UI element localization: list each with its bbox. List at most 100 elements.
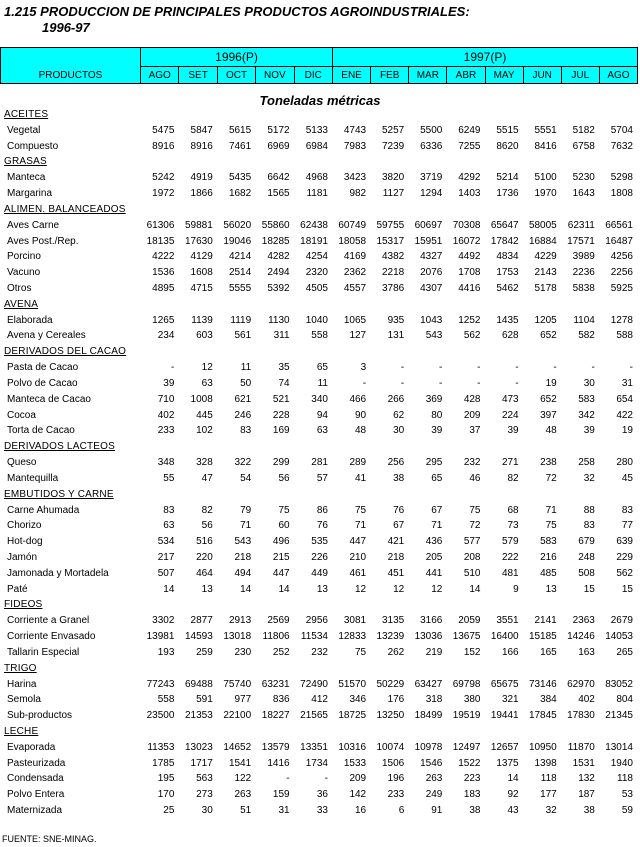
cell: 83 bbox=[163, 504, 175, 516]
cell: 226 bbox=[311, 551, 328, 563]
row-label: Queso bbox=[7, 457, 37, 469]
cell: 60 bbox=[278, 520, 290, 532]
cell: 55 bbox=[163, 472, 175, 484]
cell: 402 bbox=[578, 694, 595, 706]
cell: 209 bbox=[463, 409, 481, 421]
cell: 57 bbox=[316, 472, 328, 484]
cell: 6249 bbox=[458, 124, 481, 136]
cell: 621 bbox=[234, 393, 252, 405]
cell: 11 bbox=[317, 377, 328, 389]
cell: 11870 bbox=[567, 741, 595, 753]
cell: 77243 bbox=[146, 678, 175, 690]
cell: 1127 bbox=[382, 188, 405, 200]
cell: 10074 bbox=[376, 741, 405, 753]
cell: 2569 bbox=[267, 615, 290, 627]
row-label: Tallarin Especial bbox=[7, 646, 80, 658]
cell: 579 bbox=[501, 536, 519, 548]
source: FUENTE: SNE-MINAG. bbox=[2, 834, 97, 844]
cell: 1541 bbox=[228, 757, 252, 769]
cell: 152 bbox=[463, 646, 481, 658]
cell: 32 bbox=[545, 805, 557, 817]
cell: 436 bbox=[425, 536, 443, 548]
cell: 256 bbox=[387, 457, 405, 469]
cell: 12657 bbox=[490, 741, 519, 753]
cell: 3 bbox=[360, 362, 367, 374]
cell: 289 bbox=[349, 457, 367, 469]
cell: 13675 bbox=[452, 631, 481, 643]
cell: 14 bbox=[469, 583, 481, 595]
cell: 14 bbox=[507, 773, 519, 785]
cell: 5392 bbox=[267, 283, 290, 295]
cell: 583 bbox=[540, 536, 557, 548]
cell: 19441 bbox=[490, 710, 519, 722]
cell: 1940 bbox=[610, 757, 633, 769]
cell: 2956 bbox=[305, 615, 328, 627]
cell: 62438 bbox=[300, 219, 328, 231]
cell: 4968 bbox=[305, 172, 328, 184]
cell: 1536 bbox=[152, 267, 175, 279]
cell: 496 bbox=[272, 536, 290, 548]
cell: 4834 bbox=[496, 251, 519, 263]
cell: 59 bbox=[621, 805, 633, 817]
cell: 18058 bbox=[338, 235, 367, 247]
cell: 13239 bbox=[376, 631, 405, 643]
cell: 13250 bbox=[376, 710, 405, 722]
cell: 118 bbox=[540, 773, 557, 785]
cell: 13014 bbox=[605, 741, 633, 753]
cell: 31 bbox=[278, 805, 290, 817]
cell: 76 bbox=[393, 504, 405, 516]
cell: 229 bbox=[616, 551, 633, 563]
cell: 17845 bbox=[528, 710, 557, 722]
cell: 5475 bbox=[152, 124, 175, 136]
cell: 25 bbox=[163, 805, 175, 817]
cell: 1506 bbox=[382, 757, 405, 769]
cell: 271 bbox=[501, 457, 519, 469]
cell: 233 bbox=[157, 425, 175, 437]
cell: 72 bbox=[469, 520, 481, 532]
cell: 4256 bbox=[610, 251, 633, 263]
row-label: Elaborada bbox=[7, 314, 53, 326]
cell: 3551 bbox=[496, 615, 519, 627]
cell: 228 bbox=[272, 409, 290, 421]
cell: 4282 bbox=[267, 251, 290, 263]
cell: 5838 bbox=[572, 283, 595, 295]
cell: 39 bbox=[163, 377, 175, 389]
cell: 5704 bbox=[610, 124, 633, 136]
cell: 215 bbox=[272, 551, 290, 563]
cell: 18191 bbox=[300, 235, 328, 247]
cell: 262 bbox=[387, 646, 405, 658]
cell: 4492 bbox=[458, 251, 481, 263]
cell: 1643 bbox=[572, 188, 595, 200]
cell: 5230 bbox=[572, 172, 595, 184]
cell: 67 bbox=[393, 520, 405, 532]
cell: - bbox=[629, 362, 633, 374]
cell: 2143 bbox=[534, 267, 557, 279]
cell: - bbox=[553, 362, 557, 374]
cell: 2679 bbox=[610, 615, 633, 627]
cell: 464 bbox=[196, 567, 213, 579]
cell: 5551 bbox=[534, 124, 557, 136]
cell: 1139 bbox=[191, 314, 213, 326]
cell: 68 bbox=[507, 504, 519, 516]
cell: 48 bbox=[355, 425, 367, 437]
cell: - bbox=[400, 377, 405, 389]
cell: 561 bbox=[234, 330, 252, 342]
cell: 32 bbox=[583, 472, 595, 484]
cell: 218 bbox=[387, 551, 405, 563]
cell: 1785 bbox=[152, 757, 175, 769]
cell: 14 bbox=[163, 583, 175, 595]
cell: 83 bbox=[621, 504, 633, 516]
cell: 1416 bbox=[267, 757, 290, 769]
cell: 258 bbox=[578, 457, 595, 469]
row-label: Harina bbox=[7, 678, 37, 690]
cell: 5133 bbox=[305, 124, 328, 136]
cell: 21345 bbox=[605, 710, 633, 722]
cell: 30 bbox=[393, 425, 405, 437]
cell: 18135 bbox=[146, 235, 175, 247]
cell: 88 bbox=[583, 504, 595, 516]
cell: 15951 bbox=[414, 235, 443, 247]
cell: 836 bbox=[272, 694, 290, 706]
cell: 2363 bbox=[572, 615, 595, 627]
cell: 422 bbox=[616, 409, 633, 421]
cell: 196 bbox=[387, 773, 405, 785]
